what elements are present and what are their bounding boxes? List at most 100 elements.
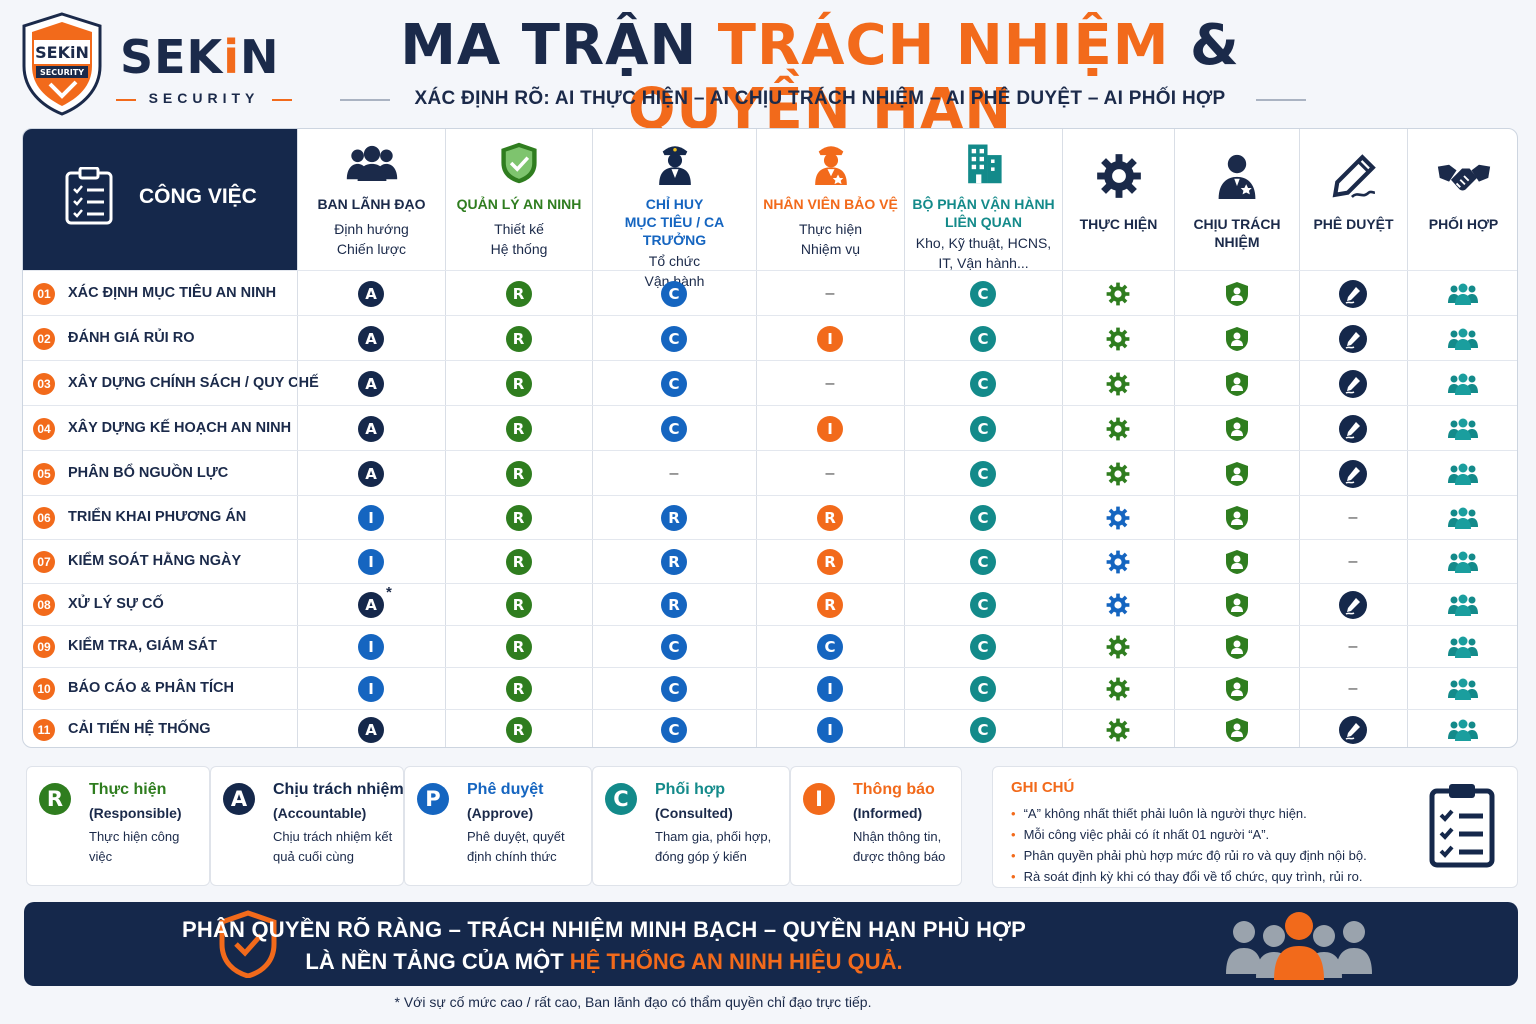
gear-icon (1106, 635, 1132, 661)
raci-badge-i: I (358, 676, 384, 702)
column-divider (1174, 540, 1175, 584)
column-header: BỘ PHẬN VẬN HÀNH LIÊN QUAN Kho, Kỹ thuật, … (904, 129, 1062, 271)
column-divider (297, 584, 298, 626)
raci-badge-a: A (358, 325, 384, 352)
note-item: Rà soát định kỳ khi có thay đổi về tổ ch… (1011, 866, 1411, 887)
raci-badge-c: C (970, 592, 996, 618)
row-number: 05 (33, 462, 55, 485)
column-title: BỘ PHẬN VẬN HÀNH (912, 196, 1055, 212)
raci-badge-a: A (358, 460, 384, 487)
column-divider (297, 316, 298, 361)
column-divider (904, 406, 905, 451)
divider (340, 99, 390, 101)
column-subtitle: IT, Vận hành... (938, 255, 1029, 271)
column-subtitle: Thiết kế (494, 221, 544, 237)
gear-icon (1106, 372, 1132, 398)
column-subtitle: Thực hiện (798, 221, 863, 237)
people-icon (1447, 283, 1479, 309)
raci-badge-c: C (970, 549, 996, 575)
raci-badge-a: A (358, 415, 384, 442)
column-divider (1174, 668, 1175, 710)
column-divider (756, 496, 757, 540)
raci-badge-i: I (817, 415, 843, 442)
legend-desc: Tham gia, phối hợp, đóng góp ý kiến (655, 829, 772, 864)
legend-desc: Thực hiện công việc (89, 829, 180, 864)
shield-check-icon (219, 910, 277, 978)
legend-title: Chịu trách nhiệm (273, 781, 404, 798)
legend-desc: Nhận thông tin, được thông báo (853, 829, 946, 864)
raci-badge-c: C (661, 280, 687, 307)
column-header: QUẢN LÝ AN NINH Thiết kế Hệ thống (445, 129, 592, 270)
footnote: * Với sự cố mức cao / rất cao, Ban lãnh … (394, 994, 872, 1010)
approve-pen-icon (1339, 279, 1367, 308)
task-label: PHÂN BỔ NGUỒN LỰC (68, 464, 229, 481)
legend-title: Thông báo (853, 781, 935, 798)
column-divider (1407, 451, 1408, 496)
column-divider (1174, 451, 1175, 496)
raci-badge-r: R (505, 717, 532, 743)
approve-pen-icon (1339, 716, 1367, 744)
approve-pen-icon (1339, 369, 1367, 398)
shield-person-icon (1225, 634, 1251, 660)
column-divider (1174, 361, 1175, 406)
shield-person-icon (1225, 371, 1251, 397)
column-divider (1299, 710, 1300, 747)
raci-badge-r: R (817, 505, 843, 531)
column-divider (1299, 584, 1300, 626)
legend-item: P Phê duyệt (Approve) Phê duyệt, quyết đ… (404, 766, 592, 886)
column-divider (592, 584, 593, 626)
raci-matrix: CÔNG VIỆC BAN LÃNH ĐẠO Định hướng Chiến lư… (22, 128, 1518, 748)
note-item: Mỗi công việc phải có ít nhất 01 người “… (1011, 824, 1411, 845)
raci-badge-c: C (661, 676, 687, 702)
row-number: 09 (33, 636, 55, 658)
team-icon (345, 141, 399, 185)
logo-badge-text: SEKiN (35, 43, 89, 62)
table-row: 06 TRIỂN KHAI PHƯƠNG ÁN I R R R C – (23, 495, 1517, 540)
shield-person-icon (1225, 461, 1251, 487)
raci-badge-r: R (505, 460, 532, 487)
row-number: 11 (33, 719, 55, 741)
column-header: PHỐI HỢP (1407, 129, 1517, 270)
raci-badge-i: I (358, 505, 384, 531)
column-divider (1174, 271, 1175, 316)
legend-desc: Chịu trách nhiệm kết quả cuối cùng (273, 829, 393, 864)
column-divider (592, 668, 593, 710)
legend-badge: P (417, 783, 449, 815)
column-divider (1062, 668, 1063, 710)
column-divider (1062, 584, 1063, 626)
brand-logo: SEKiN SECURITY SEKiN SECURITY (20, 12, 292, 120)
column-divider (1174, 710, 1175, 747)
notes-list: “A” không nhất thiết phải luôn là người … (1011, 803, 1411, 887)
banner-line-1: PHÂN QUYỀN RÕ RÀNG – TRÁCH NHIỆM MINH BẠ… (182, 917, 1026, 942)
column-divider (592, 540, 593, 584)
column-divider (1062, 626, 1063, 668)
column-divider (592, 496, 593, 540)
task-label: KIỂM TRA, GIÁM SÁT (68, 638, 218, 654)
raci-badge-r: R (817, 549, 843, 575)
shield-person-icon (1225, 717, 1251, 743)
approve-pen-icon (1339, 414, 1367, 443)
column-divider (904, 584, 905, 626)
raci-badge-i: I (817, 717, 843, 743)
column-divider (1299, 626, 1300, 668)
legend-title: Phê duyệt (467, 781, 544, 798)
handshake-icon (1436, 153, 1492, 199)
guard-icon (804, 141, 858, 185)
table-row: 03 XÂY DỰNG CHÍNH SÁCH / QUY CHẾ A R C – C (23, 360, 1517, 406)
column-divider (445, 316, 446, 361)
shield-logo-icon: SEKiN SECURITY (22, 12, 102, 116)
raci-badge-c: C (661, 325, 687, 352)
legend-english: (Consulted) (655, 805, 733, 821)
raci-badge-c: C (970, 460, 996, 487)
divider (1256, 99, 1306, 101)
table-row: 04 XÂY DỰNG KẾ HOẠCH AN NINH A R C I C (23, 405, 1517, 451)
raci-badge-a: A * (358, 584, 392, 618)
pen-sign-icon (1326, 153, 1382, 199)
building-icon (957, 141, 1011, 185)
legend-badge: I (803, 783, 835, 815)
column-divider (445, 451, 446, 496)
column-divider (297, 361, 298, 406)
brand-wordmark: SEKiN (120, 30, 280, 84)
column-subtitle: Chiến lược (336, 241, 407, 257)
column-subtitle: Hệ thống (490, 241, 548, 257)
